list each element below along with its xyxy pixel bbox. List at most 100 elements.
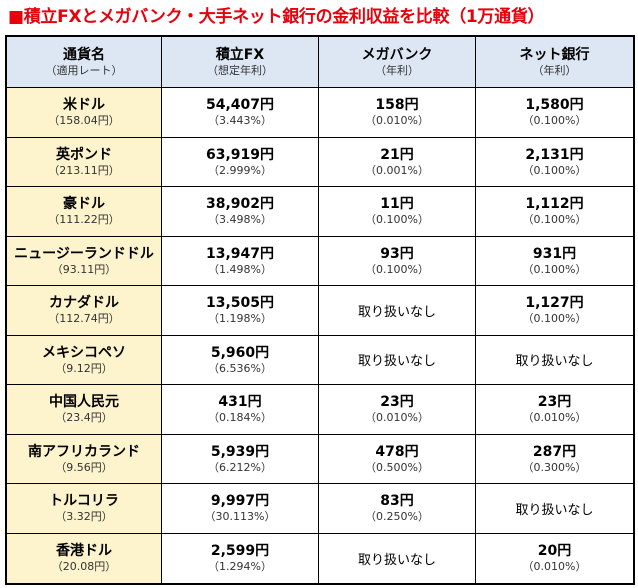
fx-cell: 13,505円 （1.198%）	[162, 286, 319, 336]
not-handled-text: 取り扱いなし	[515, 354, 594, 370]
interest-amount: 478円	[375, 443, 419, 460]
interest-amount: 5,939円	[210, 443, 270, 460]
fx-cell: 9,997円 （30.113%）	[162, 484, 319, 534]
interest-amount: 54,407円	[205, 97, 275, 114]
annual-rate: （0.010%）	[522, 560, 587, 574]
interest-amount: 23円	[537, 394, 572, 411]
currency-name: 香港ドル	[56, 543, 112, 560]
megabank-cell: 取り扱いなし	[319, 533, 476, 583]
not-handled-text: 取り扱いなし	[357, 304, 436, 320]
interest-amount: 20円	[537, 543, 572, 560]
netbank-cell: 取り扱いなし	[476, 336, 633, 385]
currency-cell: 米ドル （158.04円）	[7, 88, 162, 138]
netbank-cell: 20円 （0.010%）	[476, 534, 633, 584]
megabank-cell: 11円 （0.100%）	[319, 187, 476, 237]
fx-cell: 63,919円 （2.999%）	[162, 137, 319, 187]
interest-amount: 287円	[532, 443, 577, 460]
interest-amount: 83円	[380, 493, 414, 510]
annual-rate: （0.010%）	[522, 411, 587, 425]
annual-rate: （3.443%）	[208, 114, 272, 128]
annual-rate: （0.100%）	[522, 213, 587, 227]
currency-cell: 豪ドル （111.22円）	[7, 187, 162, 237]
interest-amount: 38,902円	[205, 196, 275, 213]
fx-cell: 54,407円 （3.443%）	[162, 88, 319, 138]
netbank-cell: 1,127円 （0.100%）	[476, 286, 633, 336]
header-label: メガバンク	[361, 47, 433, 63]
megabank-cell: 取り扱いなし	[319, 286, 476, 336]
header-megabank: メガバンク （年利）	[319, 37, 476, 88]
header-label: ネット銀行	[519, 47, 590, 63]
megabank-cell: 83円 （0.250%）	[319, 484, 476, 534]
page-title: ■積立FXとメガバンク・大手ネット銀行の金利収益を比較（1万通貨）	[8, 7, 545, 27]
not-handled-text: 取り扱いなし	[357, 354, 436, 370]
applied-rate: （111.22円）	[48, 213, 120, 227]
annual-rate: （1.294%）	[208, 560, 272, 574]
megabank-cell: 93円 （0.100%）	[319, 236, 476, 286]
currency-name: 南アフリカランド	[28, 443, 140, 460]
currency-name: メキシコペソ	[42, 344, 126, 361]
annual-rate: （6.536%）	[208, 361, 272, 375]
currency-cell: 英ポンド （213.11円）	[7, 137, 162, 187]
applied-rate: （9.12円）	[55, 361, 113, 375]
header-label: 積立FX	[215, 47, 265, 63]
megabank-cell: 478円 （0.500%）	[319, 434, 476, 484]
interest-amount: 1,580円	[525, 97, 584, 114]
megabank-cell: 21円 （0.001%）	[319, 137, 476, 187]
annual-rate: （0.100%）	[522, 114, 587, 128]
interest-amount: 158円	[375, 97, 419, 114]
megabank-cell: 取り扱いなし	[319, 335, 476, 385]
applied-rate: （23.4円）	[55, 411, 113, 425]
netbank-cell: 1,580円 （0.100%）	[476, 88, 633, 138]
annual-rate: （0.001%）	[365, 163, 429, 177]
applied-rate: （213.11円）	[48, 163, 120, 177]
header-sublabel: （適用レート）	[45, 64, 123, 77]
interest-amount: 431円	[218, 394, 262, 411]
annual-rate: （2.999%）	[208, 163, 272, 177]
interest-amount: 2,599円	[210, 543, 270, 560]
annual-rate: （0.300%）	[522, 460, 587, 474]
annual-rate: （0.100%）	[365, 262, 429, 276]
header-sublabel: （想定年利）	[207, 64, 273, 77]
header-label: 通貨名	[63, 47, 105, 63]
annual-rate: （0.010%）	[365, 411, 429, 425]
applied-rate: （93.11円）	[51, 262, 117, 276]
currency-name: 米ドル	[63, 97, 105, 114]
header-sublabel: （年利）	[532, 64, 577, 77]
interest-amount: 93円	[380, 245, 414, 262]
applied-rate: （3.32円）	[55, 510, 113, 524]
interest-amount: 5,960円	[210, 344, 270, 361]
applied-rate: （158.04円）	[48, 114, 120, 128]
header-sublabel: （年利）	[375, 64, 419, 77]
annual-rate: （0.100%）	[522, 312, 587, 326]
interest-amount: 2,131円	[525, 146, 584, 163]
fx-cell: 2,599円 （1.294%）	[162, 533, 319, 583]
not-handled-text: 取り扱いなし	[357, 552, 436, 568]
interest-amount: 21円	[380, 146, 414, 163]
currency-name: 中国人民元	[49, 394, 119, 411]
annual-rate: （6.212%）	[208, 460, 272, 474]
annual-rate: （0.100%）	[522, 163, 587, 177]
annual-rate: （0.100%）	[522, 262, 587, 276]
annual-rate: （3.498%）	[208, 213, 272, 227]
interest-amount: 9,997円	[210, 493, 270, 510]
netbank-cell: 2,131円 （0.100%）	[476, 138, 633, 187]
annual-rate: （0.500%）	[365, 460, 429, 474]
header-fx: 積立FX （想定年利）	[162, 37, 319, 88]
currency-cell: ニュージーランドドル （93.11円）	[7, 236, 162, 286]
netbank-cell: 取り扱いなし	[476, 484, 633, 534]
currency-cell: カナダドル （112.74円）	[7, 286, 162, 336]
interest-amount: 63,919円	[205, 146, 275, 163]
annual-rate: （30.113%）	[204, 510, 276, 524]
header-netbank: ネット銀行 （年利）	[476, 37, 633, 88]
currency-name: 豪ドル	[63, 196, 105, 213]
annual-rate: （0.100%）	[365, 213, 429, 227]
annual-rate: （0.184%）	[208, 411, 272, 425]
applied-rate: （20.08円）	[51, 560, 117, 574]
fx-cell: 5,939円 （6.212%）	[162, 434, 319, 484]
netbank-cell: 1,112円 （0.100%）	[476, 187, 633, 237]
fx-cell: 13,947円 （1.498%）	[162, 236, 319, 286]
interest-amount: 1,112円	[525, 196, 584, 213]
currency-cell: 香港ドル （20.08円）	[7, 533, 162, 583]
currency-name: トルコリラ	[49, 493, 119, 510]
interest-amount: 13,947円	[205, 245, 275, 262]
